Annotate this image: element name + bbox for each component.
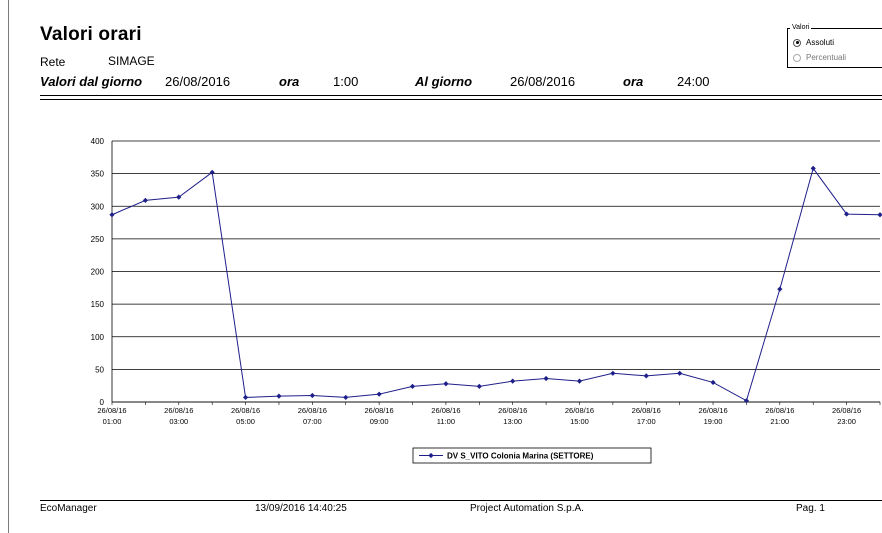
data-point [242, 394, 249, 401]
x-tick-label-time: 09:00 [370, 417, 389, 426]
values-panel [787, 28, 882, 68]
x-tick-label-date: 26/08/16 [698, 406, 727, 415]
x-tick-label-date: 26/08/16 [498, 406, 527, 415]
data-point [810, 165, 816, 172]
data-point [610, 370, 616, 376]
x-tick-label-time: 19:00 [704, 417, 723, 426]
x-tick-label-date: 26/08/16 [365, 406, 394, 415]
x-tick-label-date: 26/08/16 [231, 406, 260, 415]
data-point [376, 391, 382, 397]
x-tick-label-time: 15:00 [570, 417, 589, 426]
x-tick-label-time: 05:00 [236, 417, 255, 426]
x-tick-label-time: 11:00 [437, 417, 455, 426]
x-tick-label-time: 01:00 [103, 417, 122, 426]
series-line [111, 167, 881, 402]
x-tick-label-time: 21:00 [770, 417, 789, 426]
footer-timestamp: 13/09/2016 14:40:25 [255, 503, 347, 514]
values-panel-title: Valori [790, 24, 812, 31]
y-tick-label: 0 [100, 398, 105, 407]
x-tick-label-date: 26/08/16 [298, 406, 327, 415]
y-tick-label: 50 [95, 365, 104, 374]
data-point [710, 379, 716, 386]
data-point [844, 211, 850, 217]
x-tick-label-time: 07:00 [303, 417, 322, 426]
x-tick-label-date: 26/08/16 [97, 406, 126, 415]
footer-divider [40, 500, 882, 501]
data-point [510, 378, 516, 384]
y-tick-label: 400 [91, 137, 105, 146]
report-title: Valori orari [40, 24, 142, 45]
to-date: 26/08/2016 [510, 74, 576, 89]
footer-page: Pag. 1 [796, 503, 825, 514]
x-tick-label-date: 26/08/16 [832, 406, 861, 415]
rete-value: SIMAGE [108, 54, 155, 68]
data-point [142, 197, 148, 203]
y-tick-label: 250 [91, 235, 105, 244]
data-point [576, 378, 583, 384]
to-time: 24:00 [677, 74, 710, 89]
data-point [877, 212, 882, 218]
y-tick-label: 150 [91, 300, 105, 309]
data-point [209, 169, 215, 175]
x-tick-label-date: 26/08/16 [632, 406, 661, 415]
rete-label: Rete [40, 55, 66, 69]
x-tick-label-date: 26/08/16 [431, 406, 460, 415]
from-label: Valori dal giorno [40, 74, 143, 89]
radio-percentuali[interactable]: Percentuali [793, 53, 846, 62]
x-tick-label-time: 13:00 [503, 417, 522, 426]
y-tick-label: 300 [91, 202, 105, 211]
from-ora-label: ora [279, 74, 300, 89]
footer-company: Project Automation S.p.A. [470, 503, 584, 514]
page-left-border [8, 0, 9, 533]
data-point [677, 370, 683, 376]
radio-unselected-icon[interactable] [793, 53, 801, 62]
y-tick-label: 350 [91, 170, 105, 179]
radio-assoluti-label: Assoluti [806, 38, 835, 47]
data-point [176, 194, 182, 200]
to-ora-label: ora [623, 74, 644, 89]
chart-legend [412, 447, 652, 464]
data-point [409, 383, 416, 389]
data-point [109, 212, 115, 218]
x-tick-label-date: 26/08/16 [164, 406, 193, 415]
x-tick-label-date: 26/08/16 [765, 406, 794, 415]
data-point [343, 394, 349, 401]
x-tick-label-date: 26/08/16 [565, 406, 594, 415]
x-tick-label-time: 23:00 [837, 417, 856, 426]
data-point [543, 375, 549, 382]
header-divider-top [40, 95, 882, 96]
x-tick-label-time: 17:00 [637, 417, 656, 426]
from-time: 1:00 [333, 74, 359, 89]
data-point [276, 393, 282, 399]
data-point [743, 398, 750, 404]
data-point [476, 383, 482, 389]
y-tick-label: 200 [91, 268, 105, 277]
radio-percentuali-label: Percentuali [806, 53, 847, 62]
radio-selected-icon[interactable] [793, 38, 801, 47]
radio-assoluti[interactable]: Assoluti [793, 38, 834, 47]
hourly-values-chart: 0 50 100 150 200 250 300 350 400 26/08/16 01:00 26/… [91, 137, 882, 464]
legend-label: DV S_VITO Colonia Marina (SETTORE) [447, 452, 594, 461]
header-divider-bottom [40, 99, 882, 100]
y-tick-label: 100 [91, 333, 105, 342]
legend-marker [428, 452, 434, 459]
from-date: 26/08/2016 [165, 74, 231, 89]
x-tick-label-time: 03:00 [169, 417, 188, 426]
footer-app: EcoManager [40, 503, 97, 514]
data-point [777, 286, 783, 292]
data-point [309, 392, 315, 399]
data-point [443, 381, 449, 387]
to-label: Al giorno [415, 74, 473, 89]
data-point [643, 373, 649, 379]
